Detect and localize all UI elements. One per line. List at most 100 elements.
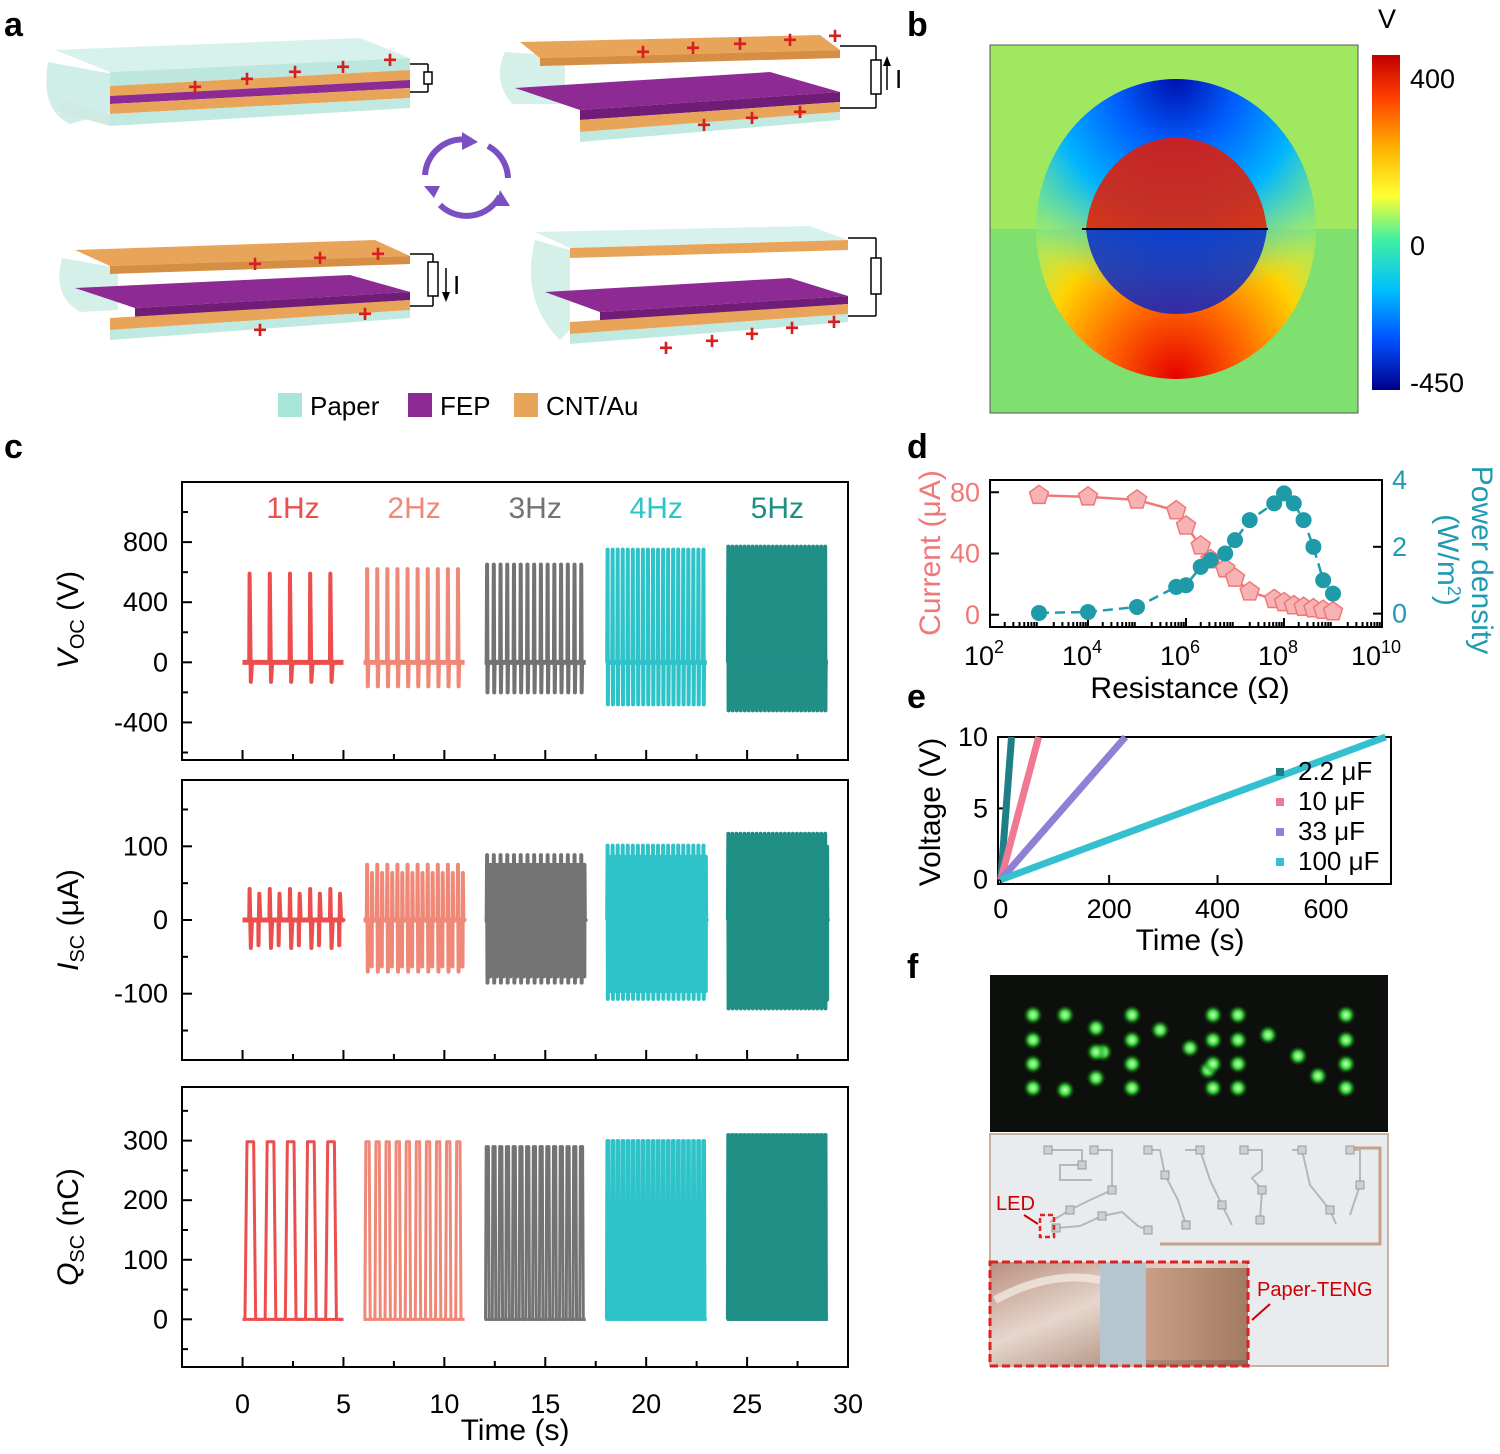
led-light [1228, 1030, 1248, 1050]
panel-label-d: d [907, 428, 928, 466]
positive-charges: + + + + + [188, 47, 397, 101]
y-tick-label: 100 [123, 831, 168, 861]
legend-label-100 μF: 100 μF [1298, 846, 1379, 876]
x-tick-label: 200 [1087, 894, 1132, 924]
current-point [1077, 485, 1099, 506]
colorbar-tick-min: -450 [1410, 368, 1464, 398]
led-light [1023, 1030, 1043, 1050]
current-point [1126, 488, 1148, 509]
led-light [1086, 1042, 1106, 1062]
power-point [1227, 532, 1243, 549]
plus-sign: + [686, 35, 700, 62]
d-plot: 102 104 106 108 1010 0 40 80 0 2 4 [950, 465, 1407, 671]
led-chip [1077, 1160, 1087, 1170]
x-tick-label: 102 [964, 637, 1004, 671]
teng-schematic: + + + + + I [46, 23, 902, 421]
plus-sign: + [636, 39, 650, 66]
power-line [1038, 491, 1335, 615]
series-5Hz [725, 1133, 828, 1321]
led-label: LED [996, 1193, 1035, 1215]
y-tick-label: 800 [123, 527, 168, 557]
power-point [1178, 577, 1194, 594]
x-tick-label: 108 [1258, 637, 1298, 671]
x-tick-label: 5 [336, 1389, 351, 1419]
led-chip [1143, 1145, 1153, 1155]
power-point [1129, 598, 1145, 615]
x-tick-label: 0 [235, 1389, 250, 1419]
x-tick-label: 600 [1303, 894, 1348, 924]
plus-sign: + [783, 27, 797, 54]
freq-label-1Hz: 1Hz [266, 492, 319, 525]
series-5Hz [725, 544, 828, 713]
legend-swatch-fep [408, 393, 432, 417]
power-point [1266, 495, 1283, 512]
current-point [1190, 534, 1212, 555]
power-point [1315, 572, 1332, 589]
y-tick-label: 0 [153, 905, 168, 935]
y-tick-label: 300 [123, 1126, 168, 1156]
time-xlabel: Time (s) [461, 1414, 570, 1447]
legend-paper: Paper [310, 391, 380, 421]
qsc-axes [181, 1086, 849, 1368]
legend-marker [1276, 798, 1284, 806]
x-tick-label: 20 [631, 1389, 661, 1419]
plus-sign: + [336, 54, 350, 81]
led-light [1023, 1054, 1043, 1074]
colorbar-tick-max: 400 [1410, 64, 1455, 94]
led-light [1086, 1018, 1106, 1038]
x-tick-label: 1010 [1351, 637, 1401, 671]
y-tick-label: 5 [973, 793, 988, 823]
led-light [1150, 1020, 1170, 1040]
led-light [1203, 1078, 1223, 1098]
plus-sign: + [253, 317, 267, 344]
y-right-tick-label: 2 [1392, 532, 1407, 562]
led-highlight-box [1038, 1213, 1056, 1239]
legend-marker [1276, 858, 1284, 866]
voc-plot: -400 0 400 800 [114, 511, 849, 760]
x-tick-label: 30 [833, 1389, 863, 1419]
series-3Hz [484, 1145, 586, 1321]
power-point [1305, 538, 1322, 555]
current-point [1322, 600, 1344, 621]
circuit-trace [1055, 1210, 1149, 1231]
e-xlabel: Time (s) [1136, 924, 1245, 957]
plus-sign: + [248, 251, 262, 278]
state-pressed: + + + + + [46, 38, 433, 126]
led-light [1203, 1054, 1223, 1074]
colorbar-tick-zero: 0 [1410, 231, 1425, 261]
led-chip [1043, 1145, 1053, 1155]
series-3Hz [484, 562, 586, 695]
y-right-tick-label: 4 [1392, 465, 1407, 495]
y-tick-label: 10 [958, 722, 988, 752]
led-chip [1239, 1145, 1249, 1155]
plus-sign: + [733, 31, 747, 58]
panel-label-e: e [907, 678, 926, 716]
led-chip [1051, 1223, 1061, 1233]
led-light [1203, 1005, 1223, 1025]
current-label: I [453, 270, 460, 300]
x-tick-label: 104 [1062, 637, 1102, 671]
led-light [1122, 1030, 1142, 1050]
e-axes [997, 736, 1392, 885]
qsc-ylabel: QSC (nC) [52, 1168, 89, 1286]
schematic-legend: Paper FEP CNT/Au [278, 391, 638, 421]
charge-curve-33 μF [998, 734, 1129, 883]
charge-curve-100 μF [999, 733, 1387, 884]
y-right-tick-label: 0 [1392, 599, 1407, 629]
power-point [1202, 552, 1219, 569]
series-1Hz [242, 1140, 344, 1321]
legend-swatch-cnt [514, 393, 538, 417]
led-light [1122, 1078, 1142, 1098]
e-ylabel: Voltage (V) [914, 738, 947, 886]
panel-d-load: 102 104 106 108 1010 0 40 80 0 2 4 Current (μA) Po… [914, 465, 1498, 705]
positive-charges: + + + + + + + + + + + + + + + + + + [248, 23, 842, 362]
x-tick-label: 106 [1160, 637, 1200, 671]
plus-sign: + [240, 66, 254, 93]
led-circuit [1043, 1145, 1365, 1235]
legend-swatch-paper [278, 393, 302, 417]
plus-sign: + [827, 309, 841, 336]
legend-marker [1276, 768, 1284, 776]
legend-marker [1276, 828, 1284, 836]
series-2Hz [363, 567, 465, 689]
